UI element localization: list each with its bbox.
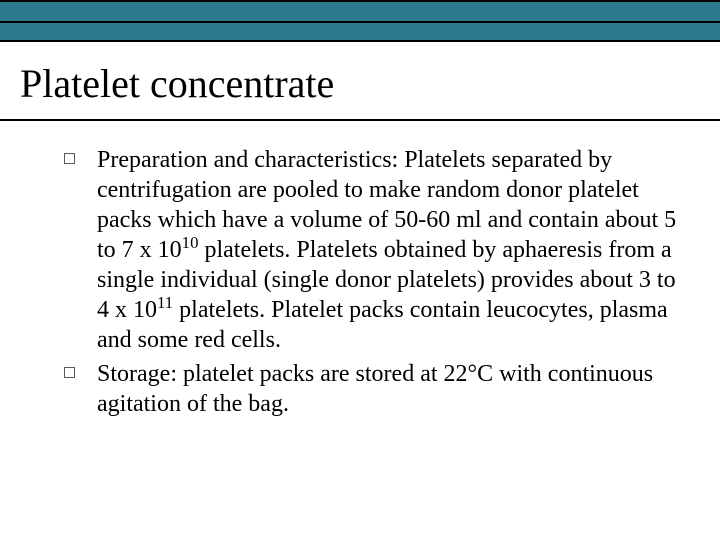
slide-title: Platelet concentrate <box>0 42 720 121</box>
bullet-marker-icon <box>64 153 75 164</box>
bullet-marker-icon <box>64 367 75 378</box>
bullet-item: Storage: platelet packs are stored at 22… <box>64 359 678 419</box>
bullet-item: Preparation and characteristics: Platele… <box>64 145 678 355</box>
bullet-text: Preparation and characteristics: Platele… <box>97 145 678 355</box>
content-area: Preparation and characteristics: Platele… <box>0 121 720 419</box>
header-bar <box>0 0 720 42</box>
title-wrap: Platelet concentrate <box>0 42 720 121</box>
bullet-text: Storage: platelet packs are stored at 22… <box>97 359 678 419</box>
